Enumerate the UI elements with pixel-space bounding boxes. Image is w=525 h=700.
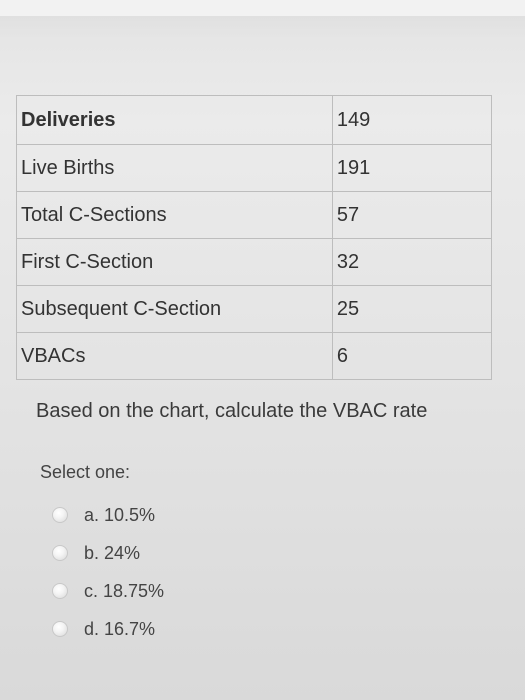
data-table: Deliveries 149 Live Births 191 Total C-S… [16, 95, 493, 380]
radio-button[interactable] [52, 545, 68, 561]
table-row: Total C-Sections 57 [16, 191, 493, 239]
row-label: Subsequent C-Section [16, 285, 333, 333]
radio-button[interactable] [52, 583, 68, 599]
row-label: First C-Section [16, 238, 333, 286]
answer-option-d[interactable]: d. 16.7% [52, 610, 164, 648]
answer-option-a[interactable]: a. 10.5% [52, 496, 164, 534]
option-label[interactable]: b. 24% [84, 542, 141, 563]
row-label: Total C-Sections [16, 191, 333, 239]
table-row: Deliveries 149 [16, 95, 493, 145]
option-label[interactable]: d. 16.7% [84, 618, 156, 639]
answer-option-b[interactable]: b. 24% [52, 534, 164, 572]
option-label[interactable]: a. 10.5% [84, 504, 156, 525]
option-label[interactable]: c. 18.75% [84, 580, 165, 601]
row-value: 25 [331, 285, 493, 333]
row-label: VBACs [16, 332, 333, 380]
answer-options: a. 10.5% b. 24% c. 18.75% d. 16.7% [52, 496, 164, 648]
row-label: Deliveries [16, 95, 333, 145]
select-prompt: Select one: [40, 462, 131, 482]
row-value: 191 [331, 144, 493, 192]
table-row: VBACs 6 [16, 332, 493, 380]
question-text: Based on the chart, calculate the VBAC r… [36, 400, 428, 422]
top-strip [0, 0, 525, 16]
row-value: 6 [331, 332, 493, 380]
row-label: Live Births [16, 144, 333, 192]
answer-option-c[interactable]: c. 18.75% [52, 572, 164, 610]
row-value: 57 [331, 191, 493, 239]
radio-button[interactable] [52, 621, 68, 637]
table-row: First C-Section 32 [16, 238, 493, 286]
table-row: Live Births 191 [16, 144, 493, 192]
row-value: 32 [331, 238, 493, 286]
data-table-container: Deliveries 149 Live Births 191 Total C-S… [16, 95, 493, 380]
row-value: 149 [331, 95, 493, 145]
table-row: Subsequent C-Section 25 [16, 285, 493, 333]
radio-button[interactable] [52, 507, 68, 523]
